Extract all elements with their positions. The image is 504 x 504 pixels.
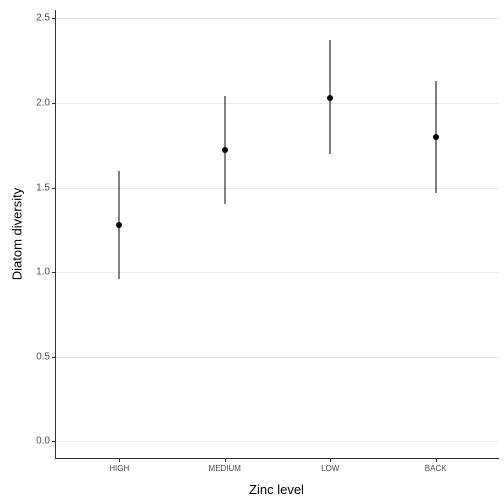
data-point <box>222 147 228 153</box>
x-tick-label: BACK <box>425 458 447 473</box>
y-axis-title: Diatom diversity <box>10 188 25 280</box>
y-tick-label: 0.5 <box>36 351 56 362</box>
gridline <box>56 103 499 104</box>
gridline <box>56 188 499 189</box>
data-point <box>433 134 439 140</box>
y-tick-label: 2.5 <box>36 13 56 24</box>
y-tick-label: 2.0 <box>36 97 56 108</box>
x-axis-title: Zinc level <box>249 482 304 497</box>
x-tick-label: LOW <box>321 458 339 473</box>
x-tick-label: MEDIUM <box>209 458 241 473</box>
x-tick-label: HIGH <box>109 458 129 473</box>
gridline <box>56 357 499 358</box>
diatom-diversity-chart: 0.00.51.01.52.02.5HIGHMEDIUMLOWBACK Diat… <box>0 0 504 504</box>
plot-panel: 0.00.51.01.52.02.5HIGHMEDIUMLOWBACK <box>55 10 499 459</box>
data-point <box>116 222 122 228</box>
gridline <box>56 441 499 442</box>
y-tick-label: 0.0 <box>36 436 56 447</box>
gridline <box>56 272 499 273</box>
gridline <box>56 18 499 19</box>
data-point <box>327 95 333 101</box>
y-tick-label: 1.0 <box>36 267 56 278</box>
y-tick-label: 1.5 <box>36 182 56 193</box>
